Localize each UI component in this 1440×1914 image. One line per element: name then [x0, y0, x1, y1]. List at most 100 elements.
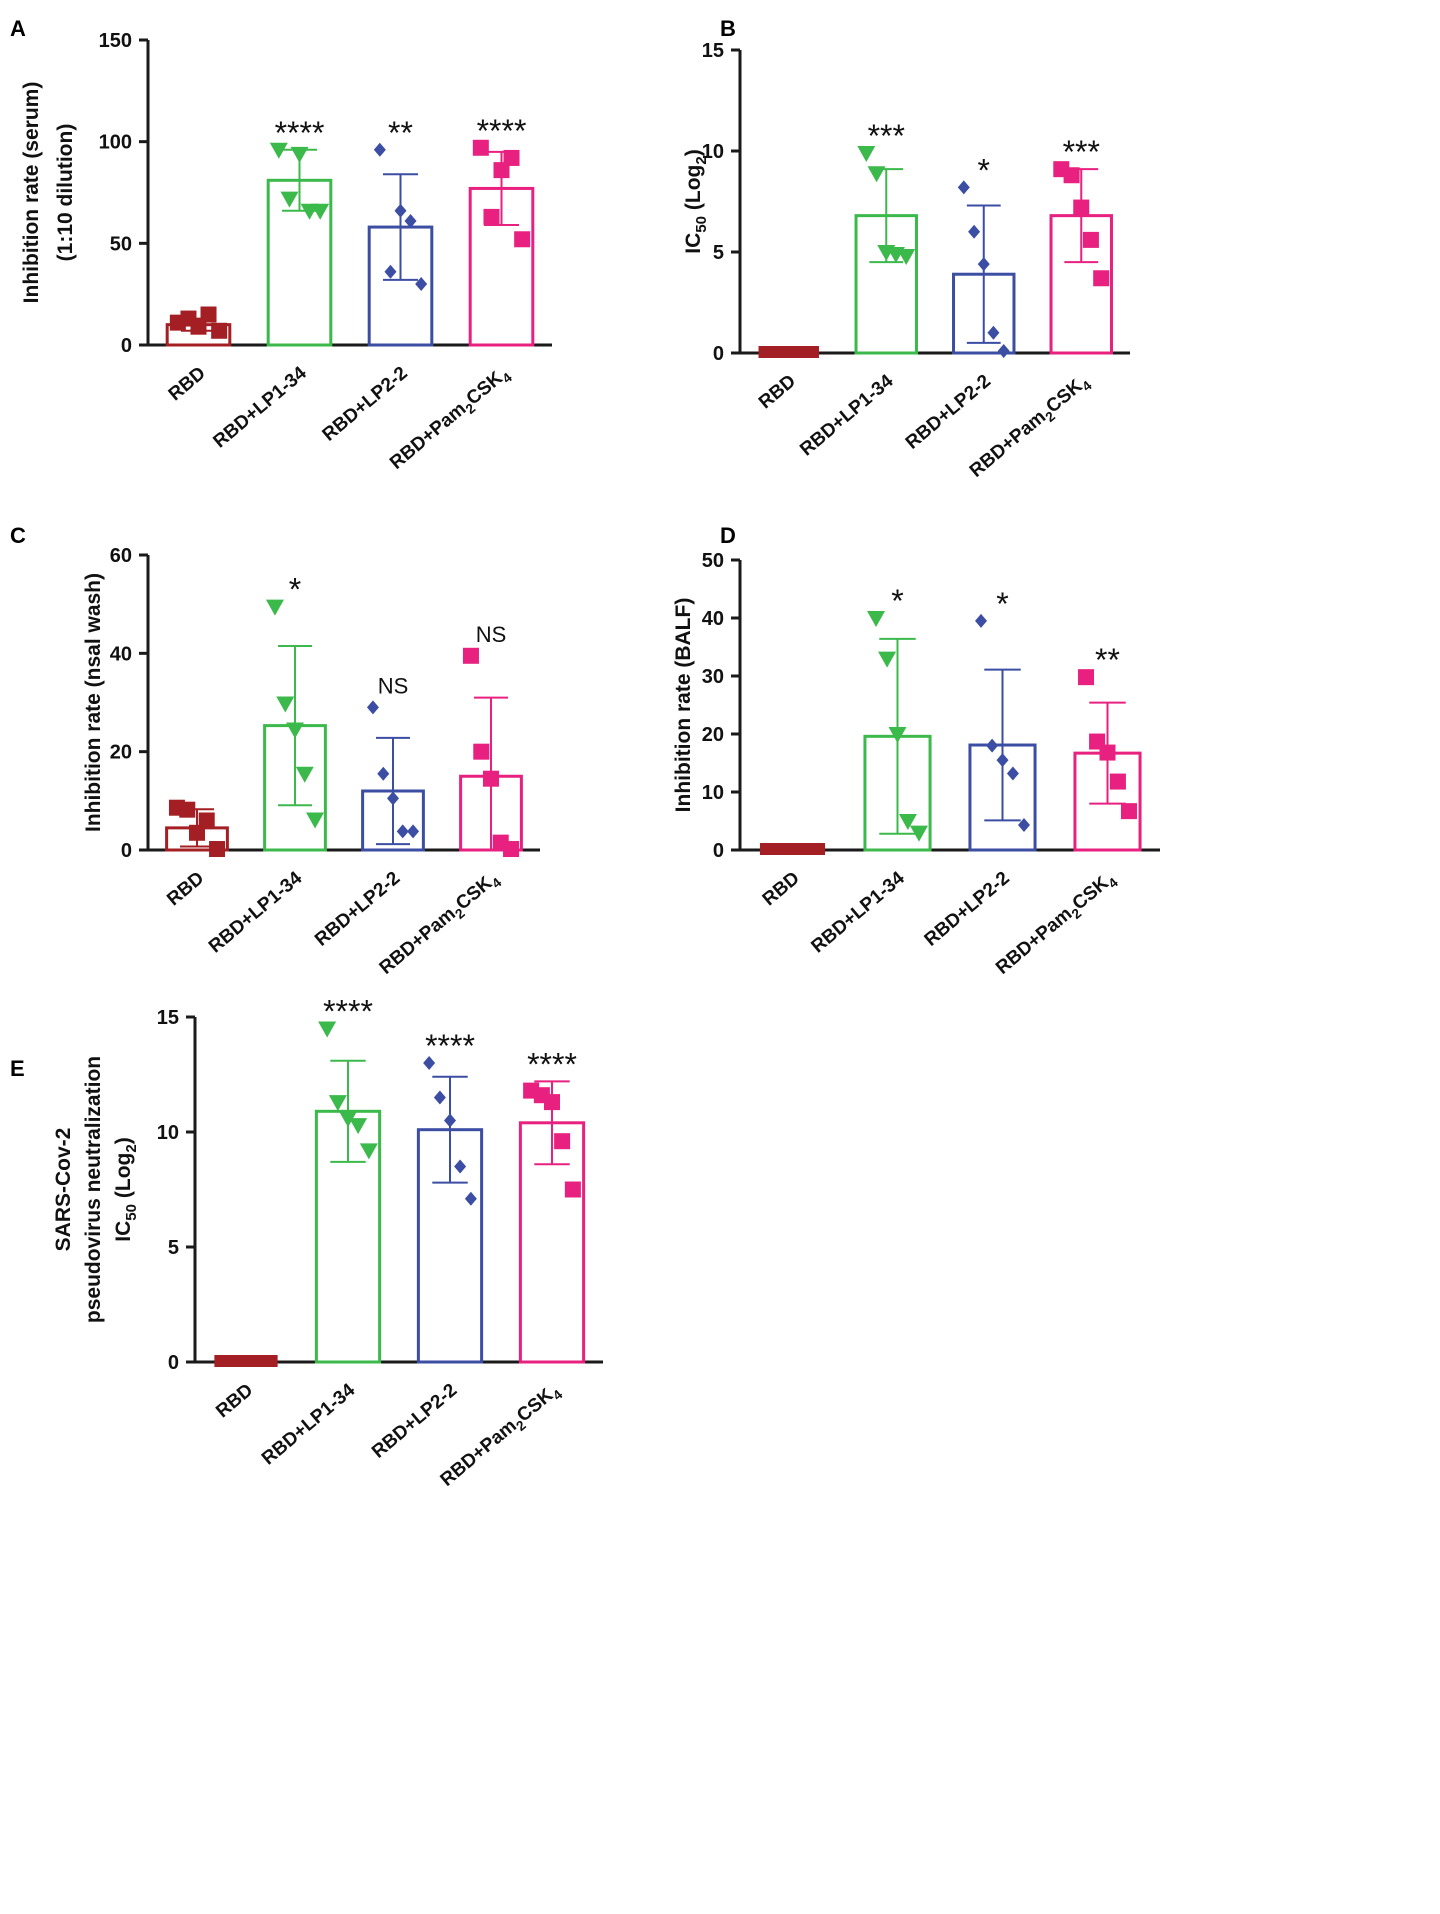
- data-point: [384, 264, 397, 279]
- y-tick-label: 10: [702, 782, 724, 804]
- data-point: [462, 647, 479, 664]
- data-point: [483, 208, 500, 225]
- data-point: [986, 738, 999, 753]
- data-point: [189, 824, 205, 841]
- x-tick-label: RBD+LP1-34: [209, 362, 311, 452]
- significance-label: *: [891, 583, 903, 619]
- data-point: [997, 343, 1010, 358]
- data-point: [179, 801, 196, 818]
- data-point: [366, 700, 379, 715]
- data-point: [503, 841, 520, 858]
- y-tick-label: 50: [110, 233, 132, 255]
- y-axis-label: SARS-Cov-2: [52, 1128, 75, 1252]
- y-tick-label: 0: [121, 335, 132, 357]
- significance-label: ***: [1063, 134, 1100, 170]
- data-point: [857, 146, 876, 163]
- data-point: [544, 1094, 560, 1111]
- x-tick-label: RBD+LP1-34: [796, 370, 898, 460]
- chart-panel-d: D 0 10 20 30 40 50 Inhibition rate (BALF) RBD * RB…: [672, 523, 1160, 979]
- y-axis-label: Inhibition rate (serum): [20, 82, 43, 304]
- significance-label: **: [1095, 642, 1120, 678]
- y-tick-label: 0: [121, 840, 132, 862]
- x-tick-label: RBD+LP2-2: [368, 1380, 461, 1463]
- data-point: [957, 180, 970, 195]
- data-point: [295, 766, 314, 783]
- data-point: [473, 743, 490, 760]
- data-point: [328, 1095, 347, 1112]
- data-point: [493, 162, 510, 179]
- x-tick-label: RBD+LP1-34: [205, 867, 307, 957]
- data-point: [996, 753, 1009, 768]
- data-point: [306, 812, 325, 829]
- data-point: [415, 277, 428, 291]
- data-point: [987, 325, 1000, 340]
- data-point: [454, 1159, 467, 1174]
- data-point: [423, 1056, 436, 1070]
- data-point: [396, 824, 409, 839]
- data-point: [1109, 773, 1126, 790]
- significance-label: *: [996, 586, 1008, 622]
- data-point: [339, 1111, 357, 1128]
- data-point: [349, 1118, 368, 1135]
- y-tick-label: 10: [157, 1122, 179, 1144]
- bar-rbd: [758, 346, 819, 358]
- significance-label: ***: [868, 118, 905, 154]
- significance-label: ****: [425, 1028, 475, 1064]
- y-axis-label: Inhibition rate (BALF): [672, 598, 695, 813]
- data-point: [209, 841, 226, 858]
- data-point: [387, 791, 399, 806]
- data-point: [514, 231, 531, 248]
- y-tick-label: 30: [702, 666, 724, 688]
- chart-panel-a: A 0 50 100 150 Inhibition rate (serum) (1:10 d…: [10, 16, 552, 474]
- data-point: [407, 824, 420, 839]
- data-point: [1078, 669, 1095, 686]
- significance-label: ****: [323, 994, 373, 1030]
- data-point: [898, 814, 917, 830]
- data-point: [909, 825, 928, 842]
- data-point: [200, 306, 217, 323]
- x-tick-label: RBD+LP2-2: [921, 868, 1014, 951]
- panel-letter-e: E: [10, 1056, 25, 1081]
- y-tick-label: 15: [702, 40, 724, 62]
- data-point: [503, 149, 520, 166]
- data-point: [464, 1191, 477, 1206]
- y-axis-label: pseudovirus neutralization: [82, 1056, 105, 1323]
- data-point: [1073, 199, 1090, 216]
- y-tick-label: 60: [110, 545, 132, 567]
- data-point: [404, 213, 417, 228]
- significance-label: NS: [476, 622, 507, 647]
- y-tick-label: 20: [702, 724, 724, 746]
- panel-letter-d: D: [720, 523, 736, 548]
- x-tick-label: RBD: [759, 868, 804, 911]
- data-point: [554, 1133, 571, 1150]
- y-axis-label: Inhibition rate (nsal wash): [82, 573, 105, 832]
- data-point: [1120, 803, 1137, 820]
- data-point: [269, 142, 288, 159]
- data-point: [280, 191, 299, 208]
- data-point: [286, 722, 304, 739]
- panel-letter-a: A: [10, 16, 26, 41]
- data-point: [377, 766, 390, 781]
- significance-label: **: [388, 115, 413, 151]
- significance-label: ****: [275, 115, 325, 151]
- data-point: [878, 651, 897, 668]
- data-point: [564, 1181, 581, 1198]
- y-tick-label: 50: [702, 550, 724, 572]
- panel-letter-c: C: [10, 523, 26, 548]
- data-point: [198, 812, 215, 829]
- chart-panel-e: E 0 5 10 15 SARS-Cov-2 pseudovirus neutralizat…: [10, 994, 603, 1491]
- data-point: [1093, 270, 1110, 287]
- data-point: [968, 224, 981, 239]
- x-tick-label: RBD: [212, 1380, 257, 1423]
- y-tick-label: 150: [99, 30, 132, 52]
- y-axis-label: (1:10 dilution): [54, 124, 77, 262]
- data-point: [311, 203, 330, 220]
- data-point: [897, 249, 916, 266]
- data-point: [867, 611, 886, 627]
- data-point: [373, 142, 386, 157]
- significance-label: *: [289, 572, 301, 608]
- data-point: [359, 1143, 378, 1160]
- y-axis-label: IC50 (Log2): [112, 1137, 140, 1242]
- x-tick-label: RBD: [163, 868, 208, 911]
